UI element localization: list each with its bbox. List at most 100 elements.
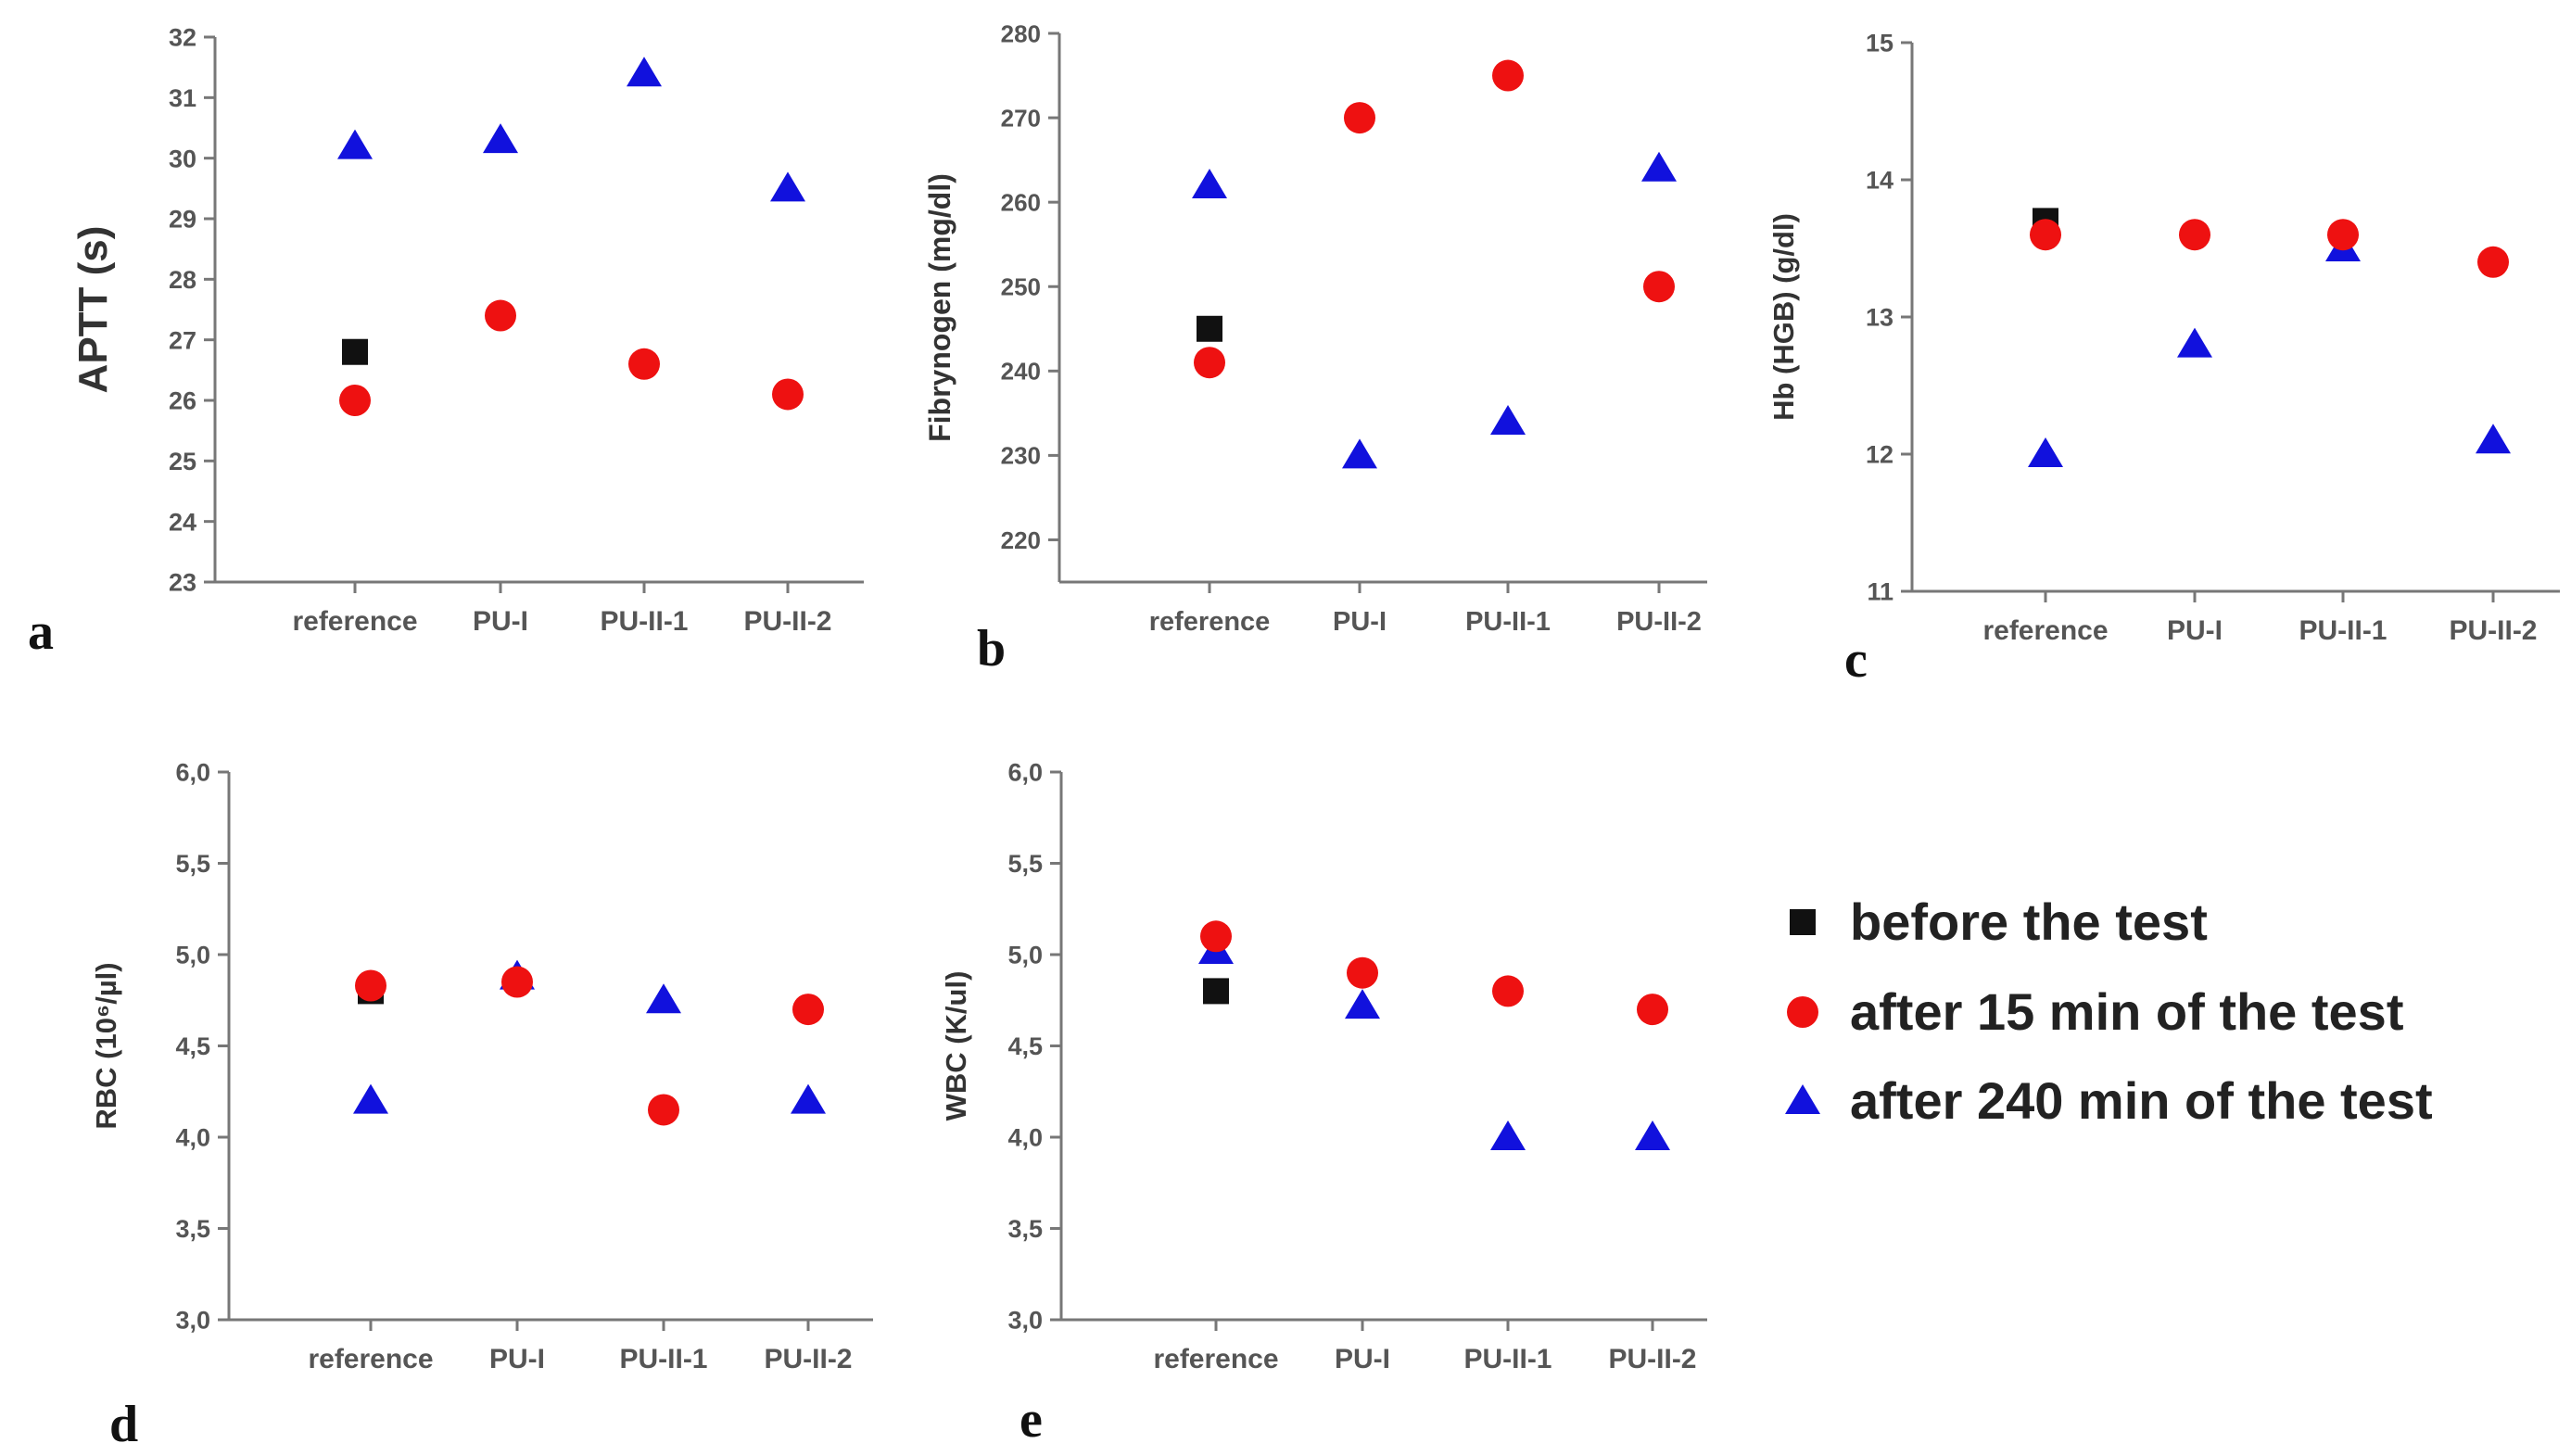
fibrynogen-panel-letter: b xyxy=(977,620,1006,677)
wbc-ytick-label: 4,5 xyxy=(1007,1032,1043,1060)
rbc-ytick-label: 5,0 xyxy=(175,942,210,969)
fibrynogen-ytick-label: 240 xyxy=(1001,358,1041,386)
fibrynogen-point-after15 xyxy=(1344,102,1375,134)
legend-item-before: before the test xyxy=(1790,893,2208,951)
legend-marker-after240 xyxy=(1785,1084,1820,1114)
apptt-category-label: reference xyxy=(292,606,417,637)
fibrynogen-point-after240 xyxy=(1192,168,1227,198)
rbc-point-after240 xyxy=(353,1083,388,1114)
hb-point-after15 xyxy=(2179,219,2210,251)
hb-point-after15 xyxy=(2030,219,2061,251)
fibrynogen-ytick-label: 270 xyxy=(1001,104,1041,132)
apptt-chart: 23 24 25 26 27 28 29 30 31 32 reference PU-I PU-II-1… xyxy=(28,24,864,661)
legend: before the test after 15 min of the test a… xyxy=(1785,893,2433,1130)
hb-ytick-label: 12 xyxy=(1866,441,1893,469)
fibrynogen-point-after240 xyxy=(1490,404,1526,435)
rbc-panel-letter: d xyxy=(109,1396,138,1453)
fibrynogen-point-after15 xyxy=(1194,347,1225,379)
hb-category-label: PU-I xyxy=(2167,615,2223,646)
fibrynogen-point-after15 xyxy=(1643,271,1675,303)
apptt-point-after15 xyxy=(628,348,660,380)
apptt-ytick-label: 27 xyxy=(169,326,196,354)
legend-label-before: before the test xyxy=(1850,893,2208,951)
rbc-y-axis-label: RBC (10⁶/µl) xyxy=(90,962,122,1129)
hb-point-after15 xyxy=(2327,219,2359,251)
rbc-point-after15 xyxy=(355,969,386,1002)
fibrynogen-chart: 220 230 240 250 260 270 280 reference PU-I PU-II-… xyxy=(923,19,1707,677)
wbc-y-axis-label: WBC (K/ul) xyxy=(940,971,972,1121)
hb-point-after240 xyxy=(2177,327,2212,358)
apptt-panel-letter: a xyxy=(28,603,54,661)
apptt-point-after15 xyxy=(485,299,516,332)
rbc-category-label: PU-I xyxy=(489,1344,545,1374)
rbc-point-after240 xyxy=(791,1083,826,1114)
wbc-point-after15 xyxy=(1347,956,1378,989)
wbc-ytick-label: 3,5 xyxy=(1007,1215,1043,1243)
apptt-point-after240 xyxy=(627,57,662,87)
wbc-category-label: PU-II-1 xyxy=(1463,1344,1551,1374)
wbc-category-label: PU-II-2 xyxy=(1608,1344,1696,1374)
wbc-point-after240 xyxy=(1490,1120,1526,1150)
hb-point-after240 xyxy=(2028,437,2063,467)
fibrynogen-ytick-label: 260 xyxy=(1001,189,1041,217)
apptt-ytick-label: 30 xyxy=(169,145,196,172)
fibrynogen-point-after240 xyxy=(1342,438,1377,469)
wbc-panel-letter: e xyxy=(1020,1391,1043,1449)
hb-y-axis-label: Hb (HGB) (g/dl) xyxy=(1767,213,1800,421)
apptt-point-before xyxy=(342,338,368,365)
hb-ytick-label: 13 xyxy=(1866,304,1893,332)
fibrynogen-category-label: reference xyxy=(1149,607,1271,637)
wbc-ytick-label: 5,0 xyxy=(1007,942,1043,969)
wbc-ytick-label: 5,5 xyxy=(1007,850,1043,878)
rbc-category-label: PU-II-2 xyxy=(764,1344,852,1374)
wbc-point-after15 xyxy=(1200,920,1232,953)
rbc-category-label: reference xyxy=(308,1344,433,1374)
apptt-point-after240 xyxy=(483,123,518,154)
apptt-point-after240 xyxy=(337,129,373,159)
rbc-ytick-label: 4,5 xyxy=(175,1032,210,1060)
rbc-category-label: PU-II-1 xyxy=(619,1344,707,1374)
legend-item-after240: after 240 min of the test xyxy=(1785,1071,2433,1130)
fibrynogen-point-before xyxy=(1197,315,1222,342)
fibrynogen-ytick-label: 220 xyxy=(1001,526,1041,554)
rbc-ytick-label: 3,5 xyxy=(175,1215,210,1243)
legend-marker-before xyxy=(1790,909,1816,935)
legend-marker-after15 xyxy=(1787,996,1818,1028)
apptt-ytick-label: 23 xyxy=(169,569,196,597)
hb-point-after15 xyxy=(2477,246,2509,278)
rbc-point-after15 xyxy=(501,966,533,998)
rbc-chart: 3,0 3,5 4,0 4,5 5,0 5,5 6,0 reference PU-I PU-II-… xyxy=(90,759,873,1453)
rbc-ytick-label: 4,0 xyxy=(175,1124,210,1152)
apptt-ytick-label: 31 xyxy=(169,84,196,112)
apptt-point-after15 xyxy=(772,378,804,411)
apptt-ytick-label: 32 xyxy=(169,24,196,52)
hb-category-label: PU-II-1 xyxy=(2299,615,2387,646)
wbc-point-after15 xyxy=(1637,994,1668,1026)
legend-label-after240: after 240 min of the test xyxy=(1850,1071,2433,1130)
rbc-point-after15 xyxy=(648,1094,679,1126)
wbc-category-label: PU-I xyxy=(1335,1344,1390,1374)
hb-category-label: PU-II-2 xyxy=(2449,615,2537,646)
fibrynogen-category-label: PU-II-2 xyxy=(1616,607,1702,637)
hb-point-after240 xyxy=(2476,424,2511,454)
fibrynogen-y-axis-label: Fibrynogen (mg/dl) xyxy=(923,173,956,442)
wbc-category-label: reference xyxy=(1153,1344,1278,1374)
legend-label-after15: after 15 min of the test xyxy=(1850,982,2403,1041)
wbc-ytick-label: 3,0 xyxy=(1007,1307,1043,1335)
apptt-category-label: PU-II-1 xyxy=(600,606,688,637)
apptt-category-label: PU-I xyxy=(473,606,528,637)
apptt-ytick-label: 25 xyxy=(169,448,196,475)
hb-panel-letter: c xyxy=(1844,631,1868,689)
fibrynogen-point-after15 xyxy=(1492,59,1524,92)
wbc-ytick-label: 6,0 xyxy=(1007,759,1043,787)
fibrynogen-category-label: PU-I xyxy=(1333,607,1387,637)
wbc-point-after240 xyxy=(1635,1120,1670,1150)
apptt-category-label: PU-II-2 xyxy=(743,606,831,637)
rbc-ytick-label: 3,0 xyxy=(175,1307,210,1335)
hb-ytick-label: 11 xyxy=(1867,578,1893,606)
wbc-point-after15 xyxy=(1492,975,1524,1007)
apptt-ytick-label: 28 xyxy=(169,266,196,294)
fibrynogen-ytick-label: 230 xyxy=(1001,442,1041,470)
rbc-point-after15 xyxy=(792,994,824,1026)
